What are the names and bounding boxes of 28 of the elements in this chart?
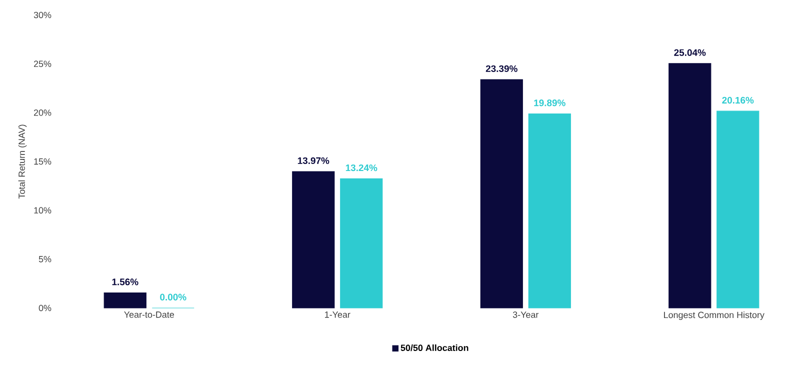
y-tick-label: 5% <box>38 256 52 262</box>
data-label: 25.04% <box>674 49 706 56</box>
bar <box>104 292 146 308</box>
bar <box>528 113 571 308</box>
x-tick-label: Year-to-Date <box>124 312 174 318</box>
legend-label: 50/50 Allocation <box>400 344 468 352</box>
y-tick-label: 30% <box>34 12 52 18</box>
data-label: 20.16% <box>722 96 754 104</box>
y-tick-label: 10% <box>34 207 52 214</box>
data-label: 13.97% <box>298 157 330 164</box>
data-label: 23.39% <box>486 65 518 72</box>
bar <box>480 79 523 308</box>
y-tick-label: 25% <box>34 60 52 68</box>
y-tick-label: 0% <box>38 304 52 312</box>
y-tick-label: 15% <box>34 158 52 165</box>
y-tick-label: 20% <box>34 109 52 116</box>
bar <box>716 110 760 308</box>
data-label: 13.24% <box>346 164 378 172</box>
bar <box>668 63 712 308</box>
x-tick-label: Longest Common History <box>664 312 764 320</box>
data-label: 19.89% <box>534 100 566 106</box>
x-tick-label: 1-Year <box>325 312 350 318</box>
x-tick-label: 3-Year <box>512 312 539 318</box>
bar <box>340 178 383 308</box>
data-label: 0.00% <box>160 294 186 300</box>
y-axis-title: Total Return (NAV) <box>18 124 27 199</box>
bar <box>292 171 335 308</box>
data-label: 1.56% <box>112 278 138 286</box>
